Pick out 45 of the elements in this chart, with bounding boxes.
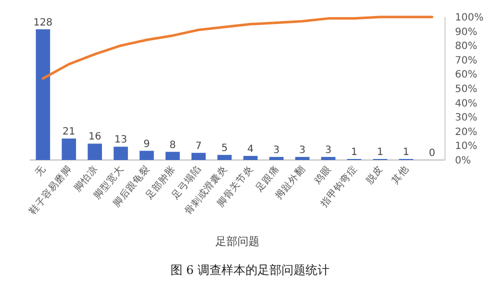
y2-tick-label: 30% — [455, 112, 478, 124]
data-label: 13 — [114, 134, 128, 146]
data-label: 5 — [221, 142, 228, 154]
bar — [140, 150, 154, 160]
data-label: 0 — [428, 148, 436, 159]
data-label: 3 — [325, 144, 332, 156]
bar — [243, 156, 258, 160]
y2-tick-label: 40% — [455, 98, 478, 110]
x-tick-label: 脱皮 — [363, 163, 386, 186]
y2-tick-label: 20% — [455, 126, 478, 138]
data-label: 4 — [247, 144, 254, 155]
bar — [191, 152, 206, 160]
y2-tick-label: 80% — [455, 41, 478, 52]
y2-tick-label: 70% — [455, 55, 478, 66]
data-label: 21 — [62, 126, 76, 138]
data-label: 128 — [33, 17, 53, 28]
data-label: 3 — [273, 144, 280, 156]
data-label: 1 — [351, 146, 358, 158]
bar — [295, 156, 310, 160]
y2-tick-label: 100% — [455, 12, 484, 24]
data-label: 7 — [195, 140, 202, 152]
y2-tick-label: 50% — [455, 84, 478, 95]
data-label: 9 — [144, 138, 150, 150]
bar — [166, 152, 180, 160]
data-label: 16 — [88, 132, 102, 143]
y2-tick-label: 10% — [455, 141, 478, 152]
text: 图 6 调查样本的足部问题统计 — [170, 263, 330, 277]
bar — [36, 29, 50, 160]
bar — [269, 156, 284, 160]
bar — [62, 138, 76, 160]
x-axis-title: 足部问题 — [216, 235, 260, 248]
bar — [88, 144, 102, 160]
bar — [321, 156, 336, 160]
data-label: 1 — [402, 146, 410, 158]
bar — [114, 146, 128, 160]
data-label: 3 — [299, 144, 306, 156]
x-tick-label: 其他 — [389, 163, 412, 186]
y2-tick-label: 90% — [455, 26, 478, 38]
bar — [217, 154, 232, 160]
x-tick-label: 鸡眼 — [312, 164, 334, 188]
y2-tick-label: 0% — [455, 156, 471, 166]
x-tick-label: 无 — [33, 164, 48, 179]
data-label: 1 — [376, 146, 384, 158]
y2-tick-label: 60% — [455, 70, 478, 81]
data-label: 8 — [169, 140, 176, 151]
